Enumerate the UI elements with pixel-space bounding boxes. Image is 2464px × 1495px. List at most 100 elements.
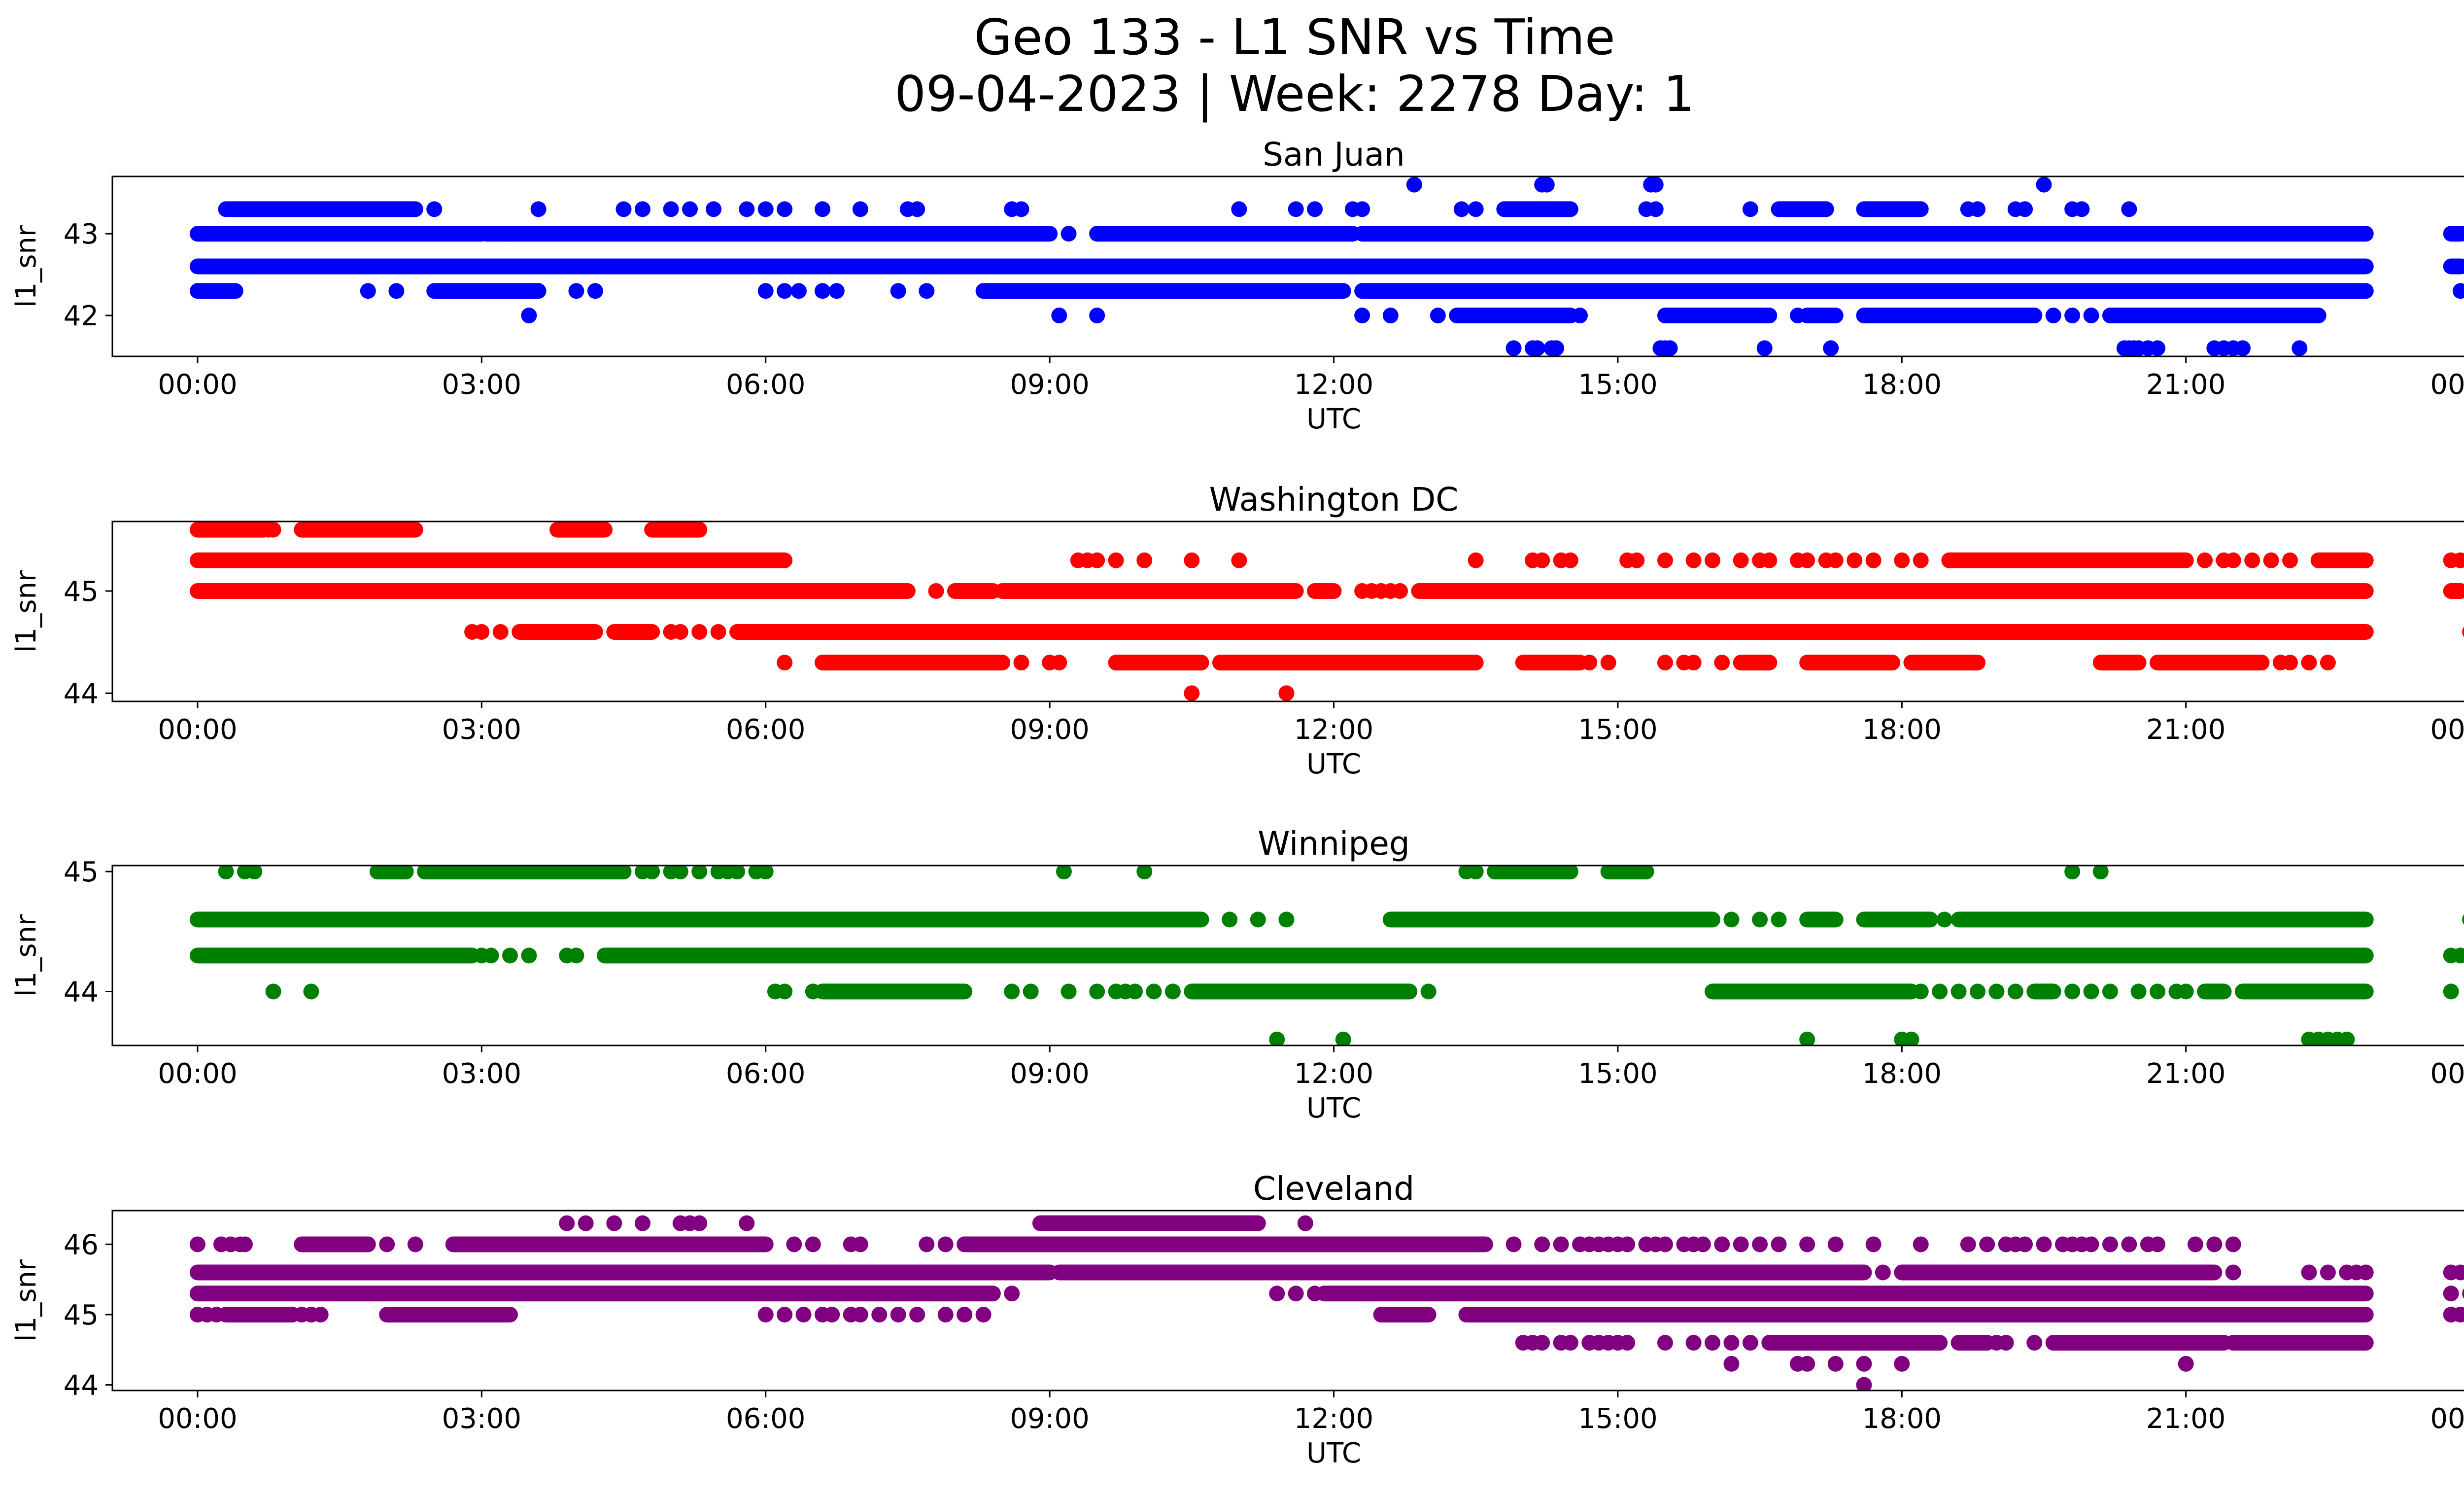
data-point xyxy=(2462,228,2464,239)
data-point xyxy=(1847,552,1863,568)
data-point xyxy=(1742,201,1758,217)
data-point xyxy=(492,624,509,640)
data-point xyxy=(1894,1356,1910,1372)
data-point xyxy=(1771,911,1787,928)
point-run xyxy=(1316,1286,2374,1302)
data-point xyxy=(2452,947,2464,964)
y-tick-label: 44 xyxy=(64,976,99,1008)
x-tick-label: 21:00 xyxy=(2146,369,2225,401)
data-point xyxy=(246,866,263,880)
data-point xyxy=(1799,1236,1815,1252)
data-point xyxy=(786,1236,802,1252)
data-point xyxy=(1705,552,1721,568)
data-point xyxy=(1856,1356,1872,1372)
data-point xyxy=(805,1236,821,1252)
data-point xyxy=(706,201,722,217)
data-point xyxy=(2017,201,2033,217)
data-point xyxy=(1827,552,1844,568)
point-run xyxy=(1108,655,1209,671)
point-run xyxy=(1856,911,1938,928)
point-run xyxy=(606,624,660,640)
data-point xyxy=(1657,655,1673,671)
data-point xyxy=(502,947,518,964)
point-run xyxy=(814,983,973,1000)
data-point xyxy=(691,624,708,640)
data-point xyxy=(1647,176,1664,193)
data-point xyxy=(871,1307,888,1323)
subplot-3: Cleveland 00:00 03:00 06:00 09:00 12:00 15:00 1… xyxy=(10,1170,2464,1469)
data-point xyxy=(1756,340,1773,356)
data-point xyxy=(1742,1335,1758,1351)
data-point xyxy=(1827,1236,1844,1252)
data-point xyxy=(2064,866,2081,880)
data-point xyxy=(1468,866,1484,880)
data-point xyxy=(1619,1236,1636,1252)
data-point xyxy=(814,201,830,217)
point-run xyxy=(426,283,547,299)
x-axis-label: UTC xyxy=(1306,1437,1361,1469)
data-point xyxy=(1453,201,1470,217)
y-axis-label: l1_snr xyxy=(10,914,42,997)
data-point xyxy=(1184,685,1200,701)
data-point xyxy=(852,1307,868,1323)
data-point xyxy=(2234,340,2251,356)
subplot-title: Cleveland xyxy=(1253,1170,1414,1208)
data-point xyxy=(1231,552,1247,568)
data-point xyxy=(2457,226,2464,242)
data-point xyxy=(1581,655,1598,671)
data-point xyxy=(634,1215,650,1231)
data-point xyxy=(1297,1215,1313,1231)
x-tick-label: 00:00 xyxy=(2430,714,2464,746)
data-point xyxy=(379,1236,395,1252)
x-axis-label: UTC xyxy=(1306,748,1361,780)
data-point xyxy=(1335,1031,1351,1045)
data-point xyxy=(919,1236,935,1252)
point-run xyxy=(2234,983,2374,1000)
data-point xyxy=(2225,552,2241,568)
data-point xyxy=(1506,340,1522,356)
data-point xyxy=(1936,911,1952,928)
data-point xyxy=(2452,552,2464,568)
point-run xyxy=(1515,655,1588,671)
data-point xyxy=(1827,1356,1844,1372)
data-point xyxy=(729,866,746,880)
data-point xyxy=(1089,983,1105,1000)
data-point xyxy=(928,583,944,599)
data-point xyxy=(2178,983,2194,1000)
data-point xyxy=(1506,1236,1522,1252)
data-point xyxy=(265,522,281,538)
data-point xyxy=(2320,655,2336,671)
data-point xyxy=(2462,626,2464,637)
data-point xyxy=(1108,552,1124,568)
y-tick-label: 45 xyxy=(64,576,99,608)
data-point xyxy=(852,1236,868,1252)
data-point xyxy=(2443,983,2459,1000)
point-run xyxy=(1951,911,2374,928)
data-point xyxy=(757,283,774,299)
x-tick-label: 12:00 xyxy=(1294,1403,1373,1435)
point-run xyxy=(1089,226,1361,242)
data-point xyxy=(1619,1335,1636,1351)
point-run xyxy=(478,226,1058,242)
point-run xyxy=(189,1286,1001,1302)
data-point xyxy=(1903,1031,1919,1045)
data-point xyxy=(1695,1236,1711,1252)
data-point xyxy=(1733,552,1749,568)
x-tick-label: 09:00 xyxy=(1010,714,1089,746)
data-point xyxy=(1061,983,1077,1000)
point-run xyxy=(729,624,2374,640)
point-run xyxy=(1032,1215,1266,1231)
point-run xyxy=(1903,655,1985,671)
point-run xyxy=(2045,1335,2232,1351)
x-tick-label: 00:00 xyxy=(158,1403,237,1435)
x-tick-label: 06:00 xyxy=(726,1403,805,1435)
data-point xyxy=(1913,1236,1929,1252)
data-point xyxy=(1023,983,1039,1000)
y-tick-label: 43 xyxy=(64,218,99,250)
y-axis-label: l1_snr xyxy=(10,570,42,653)
data-point xyxy=(1051,308,1067,324)
data-point xyxy=(1250,911,1266,928)
axes-frame xyxy=(111,521,2464,702)
point-run xyxy=(975,283,1351,299)
data-point xyxy=(777,1307,793,1323)
